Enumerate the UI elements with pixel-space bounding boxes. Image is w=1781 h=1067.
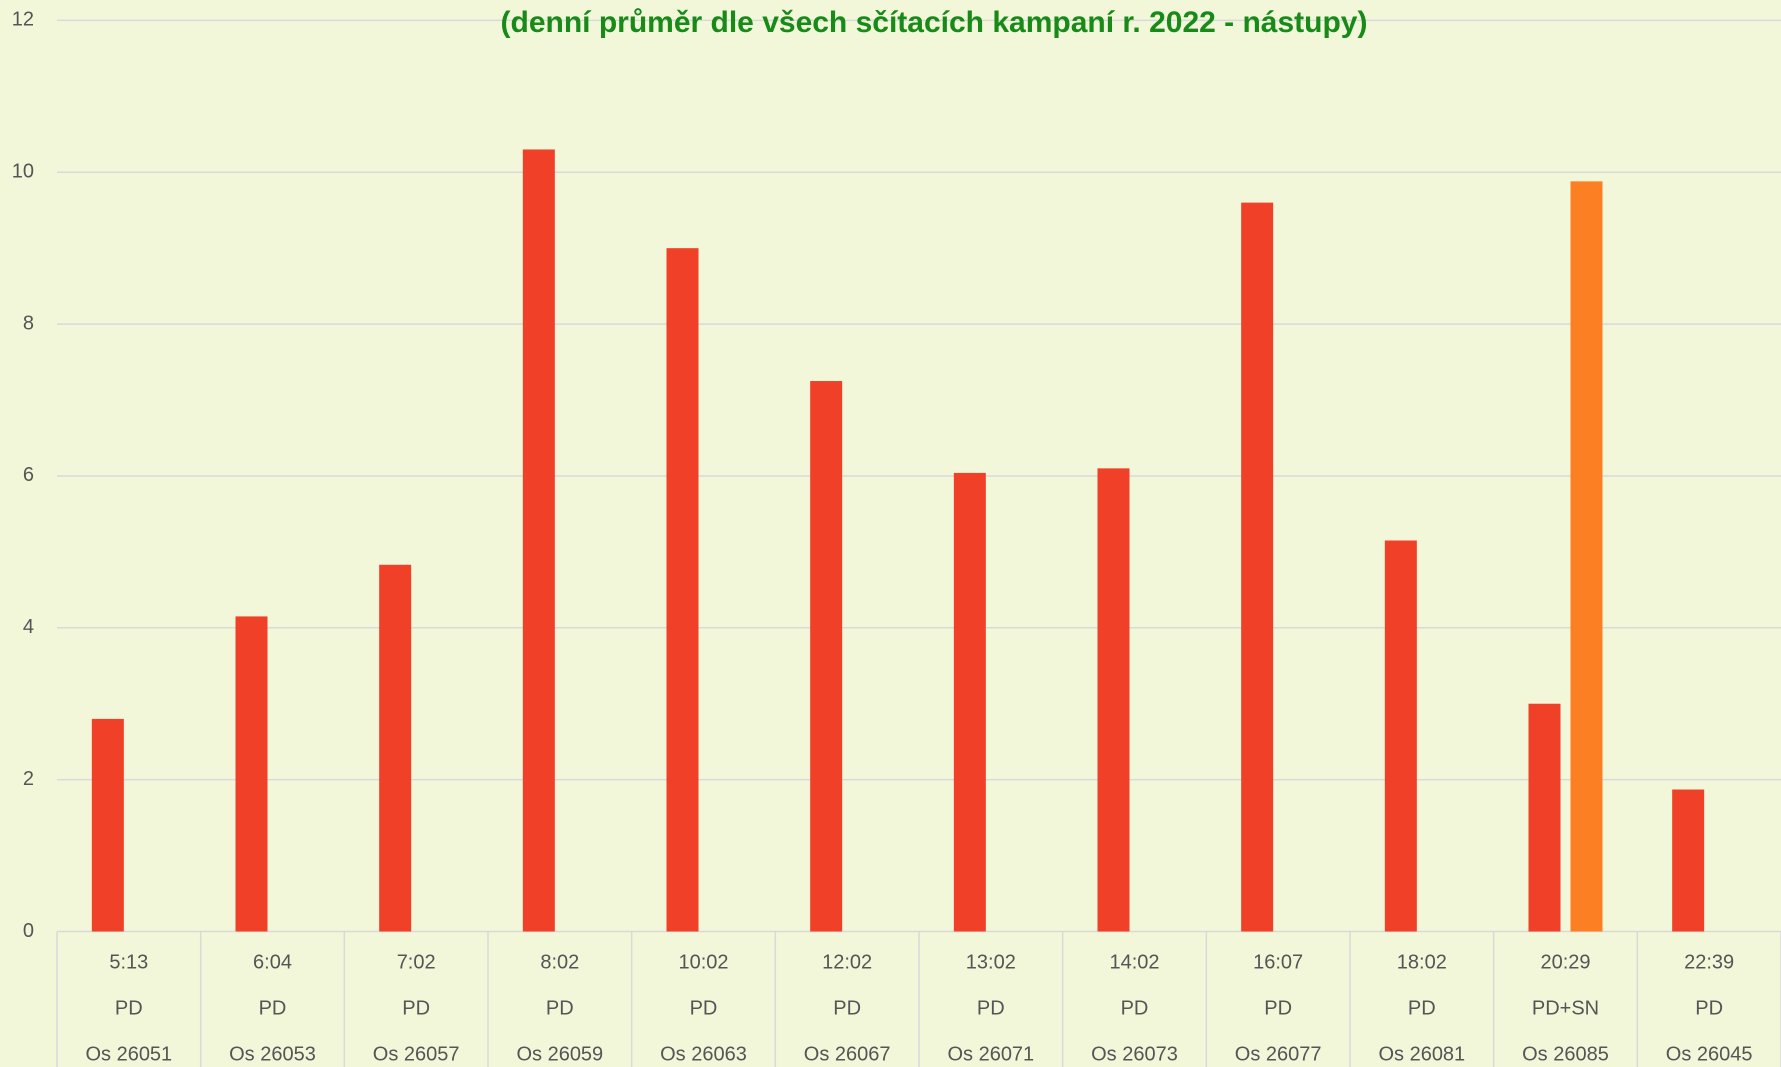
- y-tick-label: 12: [12, 9, 34, 31]
- bar: [1384, 540, 1417, 932]
- x-tick-label: PD+SN: [1532, 997, 1599, 1019]
- y-tick-label: 8: [23, 312, 34, 334]
- x-tick-label: PD: [1121, 997, 1149, 1019]
- x-tick-label: 16:07: [1253, 951, 1303, 973]
- x-tick-label: Os 26067: [804, 1043, 891, 1065]
- bar: [1570, 181, 1603, 932]
- x-tick-label: Os 26051: [85, 1043, 172, 1065]
- x-tick-label: Os 26045: [1666, 1043, 1753, 1065]
- x-tick-label: Os 26059: [516, 1043, 603, 1065]
- x-tick-label: Os 26077: [1235, 1043, 1322, 1065]
- x-tick-label: PD: [690, 997, 718, 1019]
- x-tick-label: Os 26081: [1378, 1043, 1465, 1065]
- bar: [522, 149, 555, 932]
- x-tick-label: PD: [1695, 997, 1723, 1019]
- bar: [91, 718, 124, 932]
- y-tick-label: 6: [23, 464, 34, 486]
- bar: [235, 616, 268, 932]
- x-tick-label: 10:02: [678, 951, 728, 973]
- bar: [1528, 703, 1561, 932]
- x-tick-label: Os 26057: [373, 1043, 460, 1065]
- x-tick-label: PD: [546, 997, 574, 1019]
- x-tick-label: PD: [977, 997, 1005, 1019]
- x-tick-label: 22:39: [1684, 951, 1734, 973]
- bar: [379, 564, 412, 932]
- x-tick-label: PD: [833, 997, 861, 1019]
- x-tick-label: 7:02: [397, 951, 436, 973]
- x-tick-label: Os 26073: [1091, 1043, 1178, 1065]
- x-tick-label: 13:02: [966, 951, 1016, 973]
- bar: [953, 472, 986, 932]
- x-tick-label: PD: [259, 997, 287, 1019]
- x-tick-label: PD: [1408, 997, 1436, 1019]
- bar: [1241, 202, 1274, 932]
- x-tick-label: Os 26063: [660, 1043, 747, 1065]
- y-tick-label: 0: [23, 920, 34, 942]
- x-tick-label: 8:02: [540, 951, 579, 973]
- chart-subtitle: (denní průměr dle všech sčítacích kampan…: [501, 6, 1368, 39]
- bar: [810, 381, 843, 932]
- x-tick-label: 6:04: [253, 951, 292, 973]
- y-tick-label: 10: [12, 161, 34, 183]
- bar: [1097, 468, 1130, 932]
- x-tick-label: PD: [402, 997, 430, 1019]
- x-tick-label: PD: [1264, 997, 1292, 1019]
- x-tick-label: Os 26053: [229, 1043, 316, 1065]
- bar: [1672, 789, 1705, 932]
- x-tick-label: 18:02: [1397, 951, 1447, 973]
- y-tick-label: 4: [23, 616, 34, 638]
- x-tick-label: 5:13: [109, 951, 148, 973]
- x-tick-label: Os 26085: [1522, 1043, 1609, 1065]
- y-tick-label: 2: [23, 768, 34, 790]
- x-tick-label: 12:02: [822, 951, 872, 973]
- bar: [666, 248, 699, 932]
- x-tick-label: Os 26071: [947, 1043, 1034, 1065]
- x-tick-label: 20:29: [1540, 951, 1590, 973]
- x-tick-label: 14:02: [1109, 951, 1159, 973]
- x-tick-label: PD: [115, 997, 143, 1019]
